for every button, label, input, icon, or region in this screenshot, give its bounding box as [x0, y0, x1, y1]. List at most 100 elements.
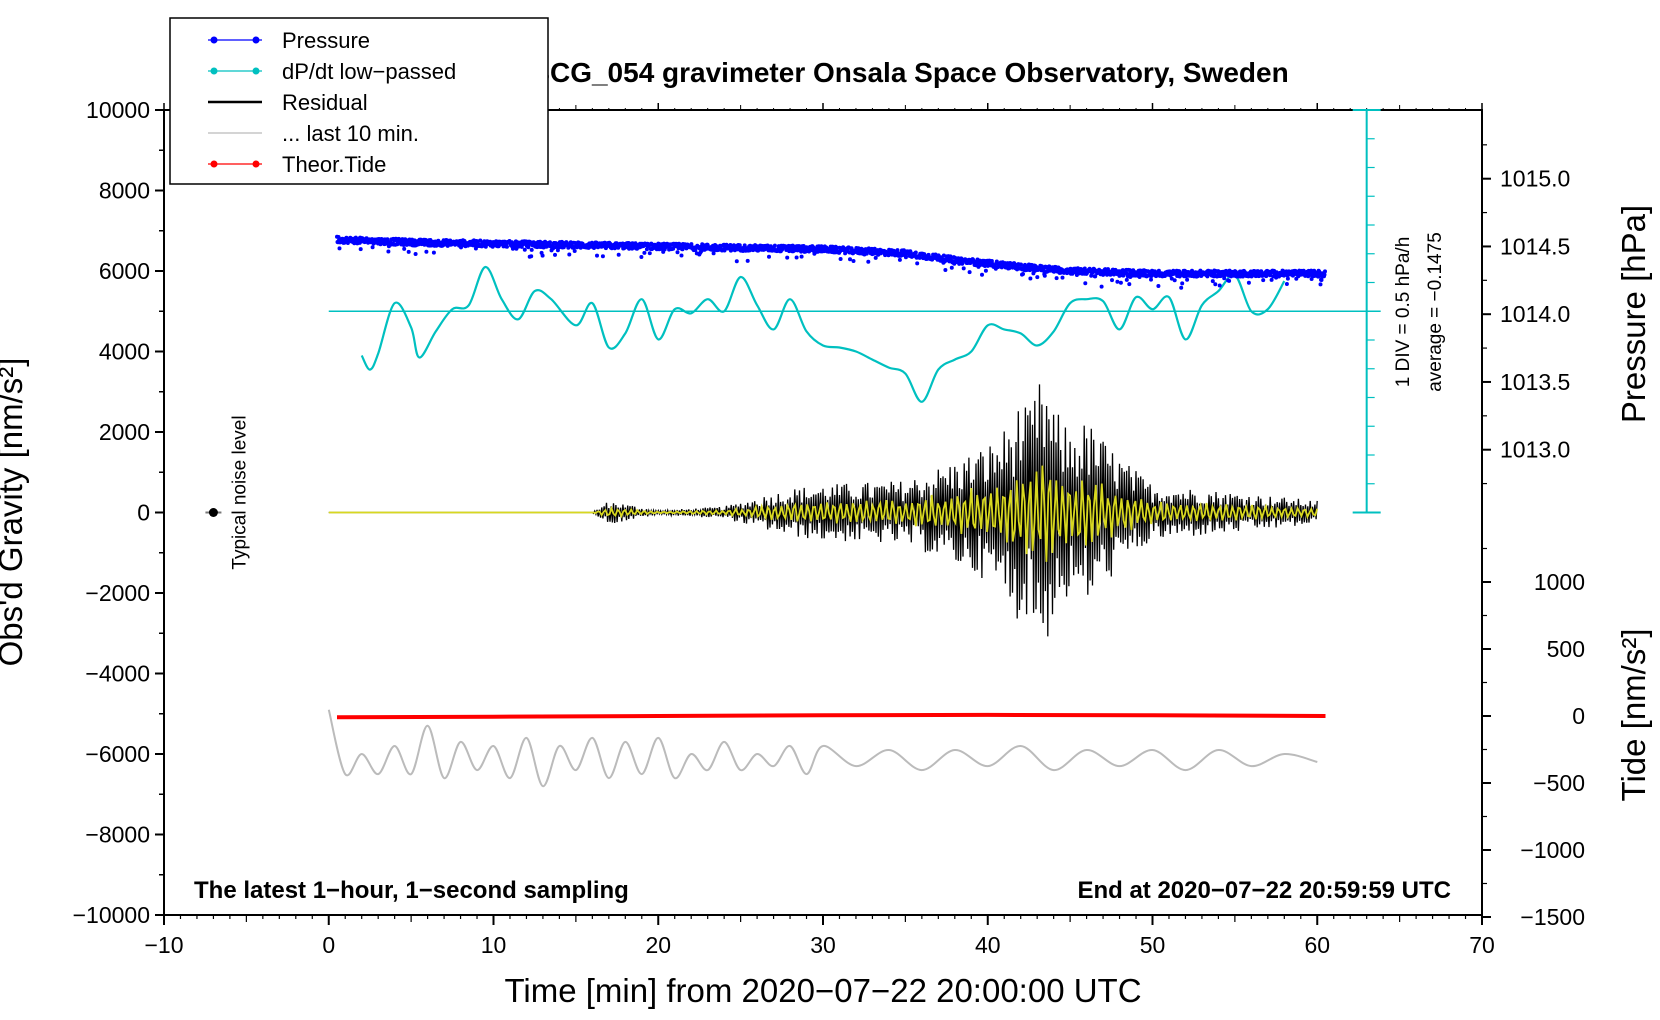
x-tick-label: 20 — [645, 932, 671, 958]
pressure-point — [872, 246, 877, 251]
legend-label: Theor.Tide — [282, 152, 386, 177]
legend-label: ... last 10 min. — [282, 121, 419, 146]
pressure-point — [1124, 277, 1129, 282]
pressure-point — [385, 237, 390, 242]
pressure-point — [1083, 281, 1088, 286]
pressure-point — [510, 246, 515, 251]
pressure-point — [1110, 278, 1114, 283]
pressure-point — [917, 255, 922, 260]
left-axis-ticks: −10000 −8000 −6000 −4000 −2000 0 2000 4000 6000 8… — [73, 97, 164, 928]
pressure-point — [505, 244, 509, 249]
pressure-point — [600, 254, 605, 259]
pressure-point — [679, 253, 684, 258]
pressure-point — [1323, 269, 1327, 274]
x-tick-label: 0 — [322, 932, 335, 958]
pressure-point — [370, 245, 375, 250]
pressure-point — [873, 255, 878, 260]
x-tick-label: −10 — [144, 932, 183, 958]
legend: Pressure dP/dt low−passed Residual ... last… — [169, 17, 549, 185]
pressure-point — [639, 255, 644, 259]
pressure-point — [445, 243, 450, 248]
pressure-point — [1019, 262, 1023, 267]
pressure-point — [431, 250, 436, 255]
left-tick-label: −10000 — [73, 902, 150, 928]
series-theor-tide — [336, 712, 1326, 720]
pressure-point — [1246, 280, 1251, 285]
noise-dot — [208, 508, 218, 517]
pressure-point — [572, 249, 577, 253]
pressure-point — [1007, 266, 1012, 271]
pressure-point — [529, 247, 534, 252]
pressure-point — [897, 257, 902, 262]
pressure-point — [337, 246, 342, 251]
pressure-point — [1118, 280, 1123, 285]
pressure-point — [1054, 276, 1059, 281]
left-tick-label: 0 — [137, 500, 150, 526]
pressure-tick-label: 1014.0 — [1500, 301, 1570, 327]
pressure-point — [728, 243, 733, 247]
left-tick-label: 8000 — [99, 178, 150, 204]
left-tick-label: −8000 — [85, 822, 150, 848]
x-tick-label: 30 — [810, 932, 836, 958]
pressure-point — [915, 261, 920, 266]
pressure-point — [1261, 278, 1266, 283]
series-last-10-min — [327, 709, 1318, 788]
legend-entries: Pressure dP/dt low−passed Residual ... last… — [208, 28, 456, 177]
pressure-point — [1319, 278, 1324, 282]
pressure-point — [1093, 274, 1098, 279]
x-tick-label: 60 — [1304, 932, 1330, 958]
left-tick-label: 6000 — [99, 258, 150, 284]
x-tick-label: 70 — [1469, 932, 1495, 958]
pressure-point — [567, 252, 572, 257]
data-series — [327, 234, 1327, 788]
legend-marker — [252, 36, 260, 44]
x-tick-label: 10 — [481, 932, 507, 958]
pressure-point — [1060, 275, 1065, 280]
pressure-point — [1035, 275, 1040, 280]
pressure-point — [548, 240, 552, 245]
tide-tick-label: −1000 — [1520, 837, 1585, 863]
series-residual-filtered — [328, 465, 1319, 562]
pressure-point — [1213, 282, 1218, 287]
legend-marker — [210, 67, 218, 75]
pressure-point — [1179, 285, 1184, 290]
left-tick-label: 2000 — [99, 419, 150, 445]
pressure-point — [941, 253, 946, 258]
pressure-point — [1089, 273, 1094, 278]
pressure-point — [943, 268, 948, 272]
pressure-point — [1309, 277, 1314, 281]
series-dpdt — [360, 265, 1286, 403]
left-tick-label: −4000 — [85, 661, 150, 687]
x-tick-label: 50 — [1140, 932, 1166, 958]
pressure-point — [799, 254, 804, 259]
pressure-point — [642, 250, 647, 255]
pressure-point — [689, 242, 694, 247]
pressure-point — [960, 261, 965, 266]
pressure-point — [794, 255, 799, 260]
pressure-point — [772, 243, 777, 248]
x-axis-label: Time [min] from 2020−07−22 20:00:00 UTC — [504, 972, 1141, 1009]
chart-title: SCG_054 gravimeter Onsala Space Observat… — [531, 57, 1288, 88]
tide-tick-label: 500 — [1547, 636, 1585, 662]
pressure-point — [1210, 279, 1215, 284]
pressure-point — [1052, 269, 1057, 273]
left-tick-label: 10000 — [86, 97, 150, 123]
pressure-point — [406, 249, 411, 254]
legend-marker — [210, 36, 218, 44]
pressure-point — [1285, 276, 1290, 281]
left-tick-label: −6000 — [85, 741, 150, 767]
pressure-point — [734, 259, 739, 264]
pressure-point — [961, 266, 966, 271]
pressure-point — [1021, 272, 1025, 276]
tide-axis-label: Tide [nm/s²] — [1615, 629, 1652, 802]
pressure-point — [711, 251, 716, 256]
pressure-point — [1149, 277, 1153, 282]
noise-level-label: Typical noise level — [229, 415, 250, 569]
left-tick-label: 4000 — [99, 339, 150, 365]
pressure-point — [1216, 269, 1221, 274]
pressure-point — [680, 247, 685, 252]
pressure-point — [555, 248, 560, 253]
legend-marker — [252, 67, 260, 75]
pressure-point — [543, 239, 548, 244]
